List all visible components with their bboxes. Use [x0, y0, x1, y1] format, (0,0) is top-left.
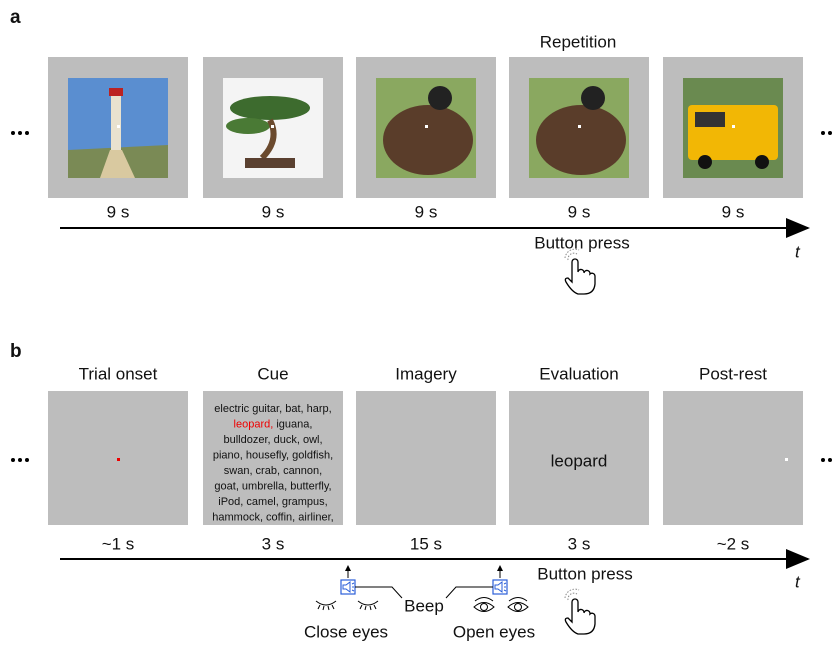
cue-line: leopard, iguana, [234, 418, 313, 430]
ellipsis [11, 131, 832, 462]
cue-words: electric guitar, bat, harp, [214, 403, 331, 415]
duration-label: ~2 s [717, 534, 750, 553]
hand-icon [564, 248, 596, 295]
open-eyes-label: Open eyes [453, 622, 535, 641]
close-eyes-label: Close eyes [304, 622, 388, 641]
phase-title: Imagery [395, 364, 457, 383]
cue-words: bulldozer, duck, owl, [223, 434, 322, 446]
screen [509, 391, 649, 525]
cue-words: hammock, coffin, airliner, [212, 511, 333, 523]
cue-line: electric guitar, bat, harp, [214, 403, 331, 415]
beep-cues [315, 565, 529, 612]
repetition-label: Repetition [540, 32, 617, 51]
duration-label: 9 s [262, 202, 285, 221]
duration-label: 15 s [410, 534, 442, 553]
axis-label: t [795, 572, 801, 591]
duration-label: ~1 s [102, 534, 135, 553]
cue-highlight: leopard, [234, 418, 274, 430]
cue-line: swan, crab, cannon, [224, 465, 322, 477]
cue-line: iPod, camel, grampus, [218, 496, 327, 508]
stimulus-images [48, 57, 803, 198]
cue-words: piano, housefly, goldfish, [213, 449, 333, 461]
fixation [117, 458, 120, 461]
phase-title: Evaluation [539, 364, 618, 383]
cue-words: goat, umbrella, butterfly, [214, 480, 331, 492]
duration-label: 3 s [568, 534, 591, 553]
panel-label: a [10, 7, 21, 28]
button-label: Button press [537, 564, 632, 583]
duration-label: 9 s [107, 202, 130, 221]
hand-icon [564, 588, 596, 635]
cue-line: piano, housefly, goldfish, [213, 449, 333, 461]
duration-label: 9 s [568, 202, 591, 221]
fixation [785, 458, 788, 461]
cue-words: iguana, [276, 418, 312, 430]
phase-screens [48, 391, 803, 525]
cue-words: iPod, camel, grampus, [218, 496, 327, 508]
screen [663, 391, 803, 525]
evaluation-word: leopard [551, 451, 608, 470]
cue-line: bulldozer, duck, owl, [223, 434, 322, 446]
duration-label: 9 s [415, 202, 438, 221]
screen [356, 391, 496, 525]
duration-label: 9 s [722, 202, 745, 221]
cue-words: swan, crab, cannon, [224, 465, 322, 477]
cue-line: goat, umbrella, butterfly, [214, 480, 331, 492]
phase-title: Post-rest [699, 364, 767, 383]
cue-line: hammock, coffin, airliner, [212, 511, 333, 523]
button-label: Button press [534, 233, 629, 252]
screen [203, 391, 343, 525]
axis-label: t [795, 242, 801, 261]
duration-label: 3 s [262, 534, 285, 553]
phase-title: Trial onset [79, 364, 158, 383]
panel-label: b [10, 341, 22, 362]
phase-title: Cue [257, 364, 288, 383]
beep-label: Beep [404, 596, 444, 615]
